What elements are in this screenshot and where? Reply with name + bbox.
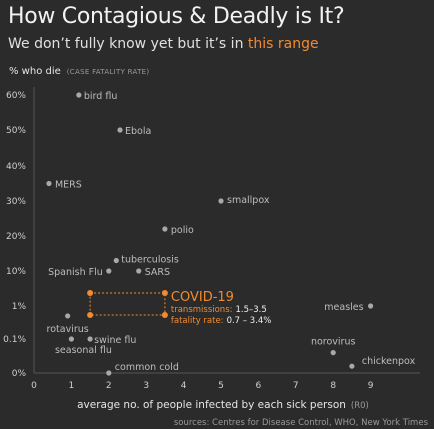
chart-axes	[33, 87, 420, 374]
covid-transmissions-value: 1.5–3.5	[235, 305, 266, 315]
x-tick-label: 5	[218, 381, 224, 391]
data-point	[65, 313, 71, 319]
point-label: bird flu	[84, 91, 117, 102]
subtitle-highlight: this range	[247, 36, 319, 52]
point-label: common cold	[115, 362, 179, 373]
x-tick-label: 6	[256, 381, 262, 391]
covid-transmissions-label: transmissions:	[171, 305, 233, 315]
point-label: rotavirus	[47, 324, 89, 335]
covid-transmissions: transmissions: 1.5–3.5	[171, 305, 267, 315]
x-tick-label: 4	[181, 381, 187, 391]
y-tick-label: 50%	[6, 126, 26, 136]
point-label: Spanish Flu	[48, 267, 103, 278]
point-label: smallpox	[227, 195, 270, 206]
data-point	[87, 336, 93, 342]
point-label: MERS	[55, 180, 82, 191]
y-tick-label: 60%	[6, 91, 26, 101]
x-tick-label: 8	[330, 381, 336, 391]
point-label: SARS	[145, 267, 170, 278]
covid-fatality: fatality rate: 0.7 – 3.4%	[171, 316, 271, 326]
data-point	[368, 303, 374, 309]
data-point	[218, 198, 224, 204]
covid-corner-point	[161, 290, 168, 296]
x-tick-label: 2	[106, 381, 112, 391]
page-subtitle: We don’t fully know yet but it’s in this…	[8, 36, 319, 52]
y-axis-title: % who die (CASE FATALITY RATE)	[9, 66, 149, 77]
covid-fatality-label: fatality rate:	[171, 316, 224, 326]
point-label: measles	[324, 302, 363, 313]
x-tick-label: 7	[293, 381, 299, 391]
covid-range-box	[89, 292, 166, 316]
covid-corner-point	[87, 290, 94, 296]
data-point	[136, 268, 142, 274]
x-tick-label: 0	[31, 381, 37, 391]
source-note: sources: Centres for Disease Control, WH…	[174, 418, 429, 428]
data-point	[68, 336, 74, 342]
data-point	[113, 257, 119, 264]
x-ticks: 0 1 2 3 4 5 6 7 8 9	[31, 381, 374, 391]
data-point	[106, 268, 112, 274]
x-tick-label: 3	[143, 381, 149, 391]
y-ticks: 0% 0.1% 1% 10% 20% 30% 40% 50% 60%	[3, 91, 26, 379]
point-label: polio	[171, 225, 194, 236]
y-tick-label: 20%	[6, 232, 26, 242]
page-title: How Contagious & Deadly is It?	[8, 4, 345, 29]
covid-fatality-value: 0.7 – 3.4%	[227, 316, 272, 326]
y-tick-label: 0%	[12, 369, 27, 379]
y-tick-label: 10%	[6, 267, 26, 277]
data-point	[162, 226, 168, 232]
data-point	[330, 350, 336, 356]
point-label: Ebola	[125, 126, 151, 137]
data-points: bird flu Ebola MERS smallpox polio tuberculos…	[46, 91, 416, 376]
point-label: tuberculosis	[121, 255, 179, 266]
data-point	[117, 127, 123, 133]
subtitle-text: We don’t fully know yet but it’s in	[8, 36, 248, 52]
covid-corner-point	[87, 312, 94, 318]
y-tick-label: 0.1%	[3, 335, 26, 345]
x-tick-label: 1	[69, 381, 75, 391]
y-tick-label: 30%	[6, 197, 26, 207]
point-label: chickenpox	[362, 356, 416, 367]
point-label: swine flu	[94, 335, 136, 346]
data-point	[106, 370, 112, 376]
y-tick-label: 40%	[6, 162, 26, 172]
point-label: seasonal flu	[55, 345, 112, 356]
x-tick-label: 9	[368, 381, 374, 391]
y-tick-label: 1%	[12, 302, 27, 312]
covid-label: COVID-19	[171, 290, 234, 305]
data-point	[349, 363, 355, 369]
data-point	[76, 92, 82, 98]
x-axis-title: average no. of people infected by each s…	[77, 399, 369, 411]
point-label: norovirus	[311, 337, 356, 348]
data-point	[46, 180, 52, 187]
covid-corner-point	[161, 312, 168, 318]
